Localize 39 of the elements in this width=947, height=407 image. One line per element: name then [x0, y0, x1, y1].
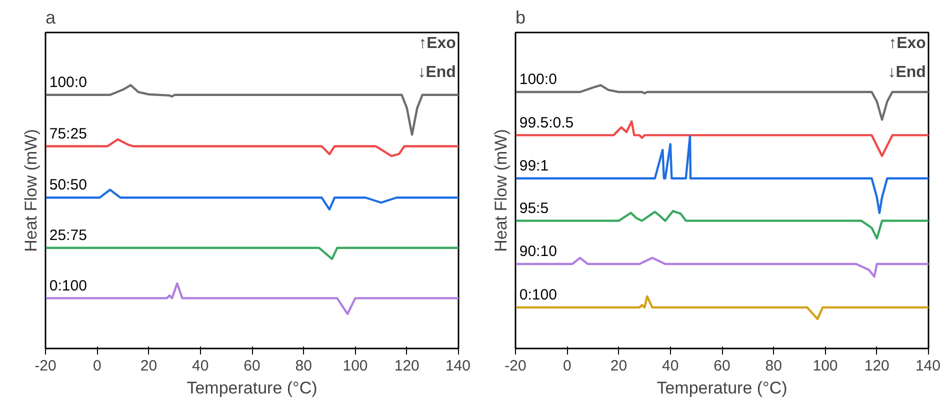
x-tick-label: 120	[864, 358, 890, 374]
x-tick-label: 20	[140, 358, 158, 374]
x-tick-label: 60	[714, 358, 730, 374]
x-tick-label: 40	[662, 358, 679, 374]
text: ↓End	[888, 64, 926, 82]
x-tick-label: 0	[562, 358, 572, 374]
series-label: 100:0	[519, 71, 557, 88]
series-label: 99:1	[519, 157, 549, 174]
x-tick-label: 140	[445, 358, 471, 374]
series-label: 95:5	[519, 200, 549, 217]
text: ↓End	[418, 64, 456, 82]
y-axis-title: Heat Flow (mW)	[492, 129, 510, 252]
text: ↑Exo	[418, 35, 456, 52]
x-tick-label: -20	[504, 358, 526, 374]
x-tick-label: 80	[765, 358, 782, 374]
y-axis-title: Heat Flow (mW)	[22, 129, 40, 252]
x-tick-label: 0	[92, 358, 102, 374]
x-tick-label: -20	[34, 358, 56, 374]
series-label: 25:75	[49, 226, 87, 244]
x-tick-label: 40	[192, 358, 209, 374]
x-tick-label: 140	[915, 358, 941, 374]
series-label: 75:25	[49, 125, 87, 142]
series-label: 0:100	[519, 286, 557, 304]
x-axis-title: Temperature (°C)	[186, 378, 318, 398]
x-axis-title: Temperature (°C)	[656, 378, 788, 398]
x-tick-label: 100	[342, 358, 368, 374]
x-tick-label: 120	[394, 358, 420, 374]
x-tick-label: 60	[244, 358, 260, 374]
series-label: 0:100	[49, 277, 87, 294]
x-tick-label: 80	[295, 358, 312, 374]
series-label: 90:10	[519, 243, 557, 260]
x-tick-label: 20	[610, 358, 628, 374]
text: ↑Exo	[888, 35, 926, 52]
series-label: 99.5:0.5	[519, 114, 574, 132]
series-label: 100:0	[49, 74, 87, 91]
x-tick-label: 100	[812, 358, 838, 374]
chart-title: a	[46, 8, 56, 28]
chart-title: b	[516, 8, 526, 28]
series-label: 50:50	[49, 176, 87, 194]
